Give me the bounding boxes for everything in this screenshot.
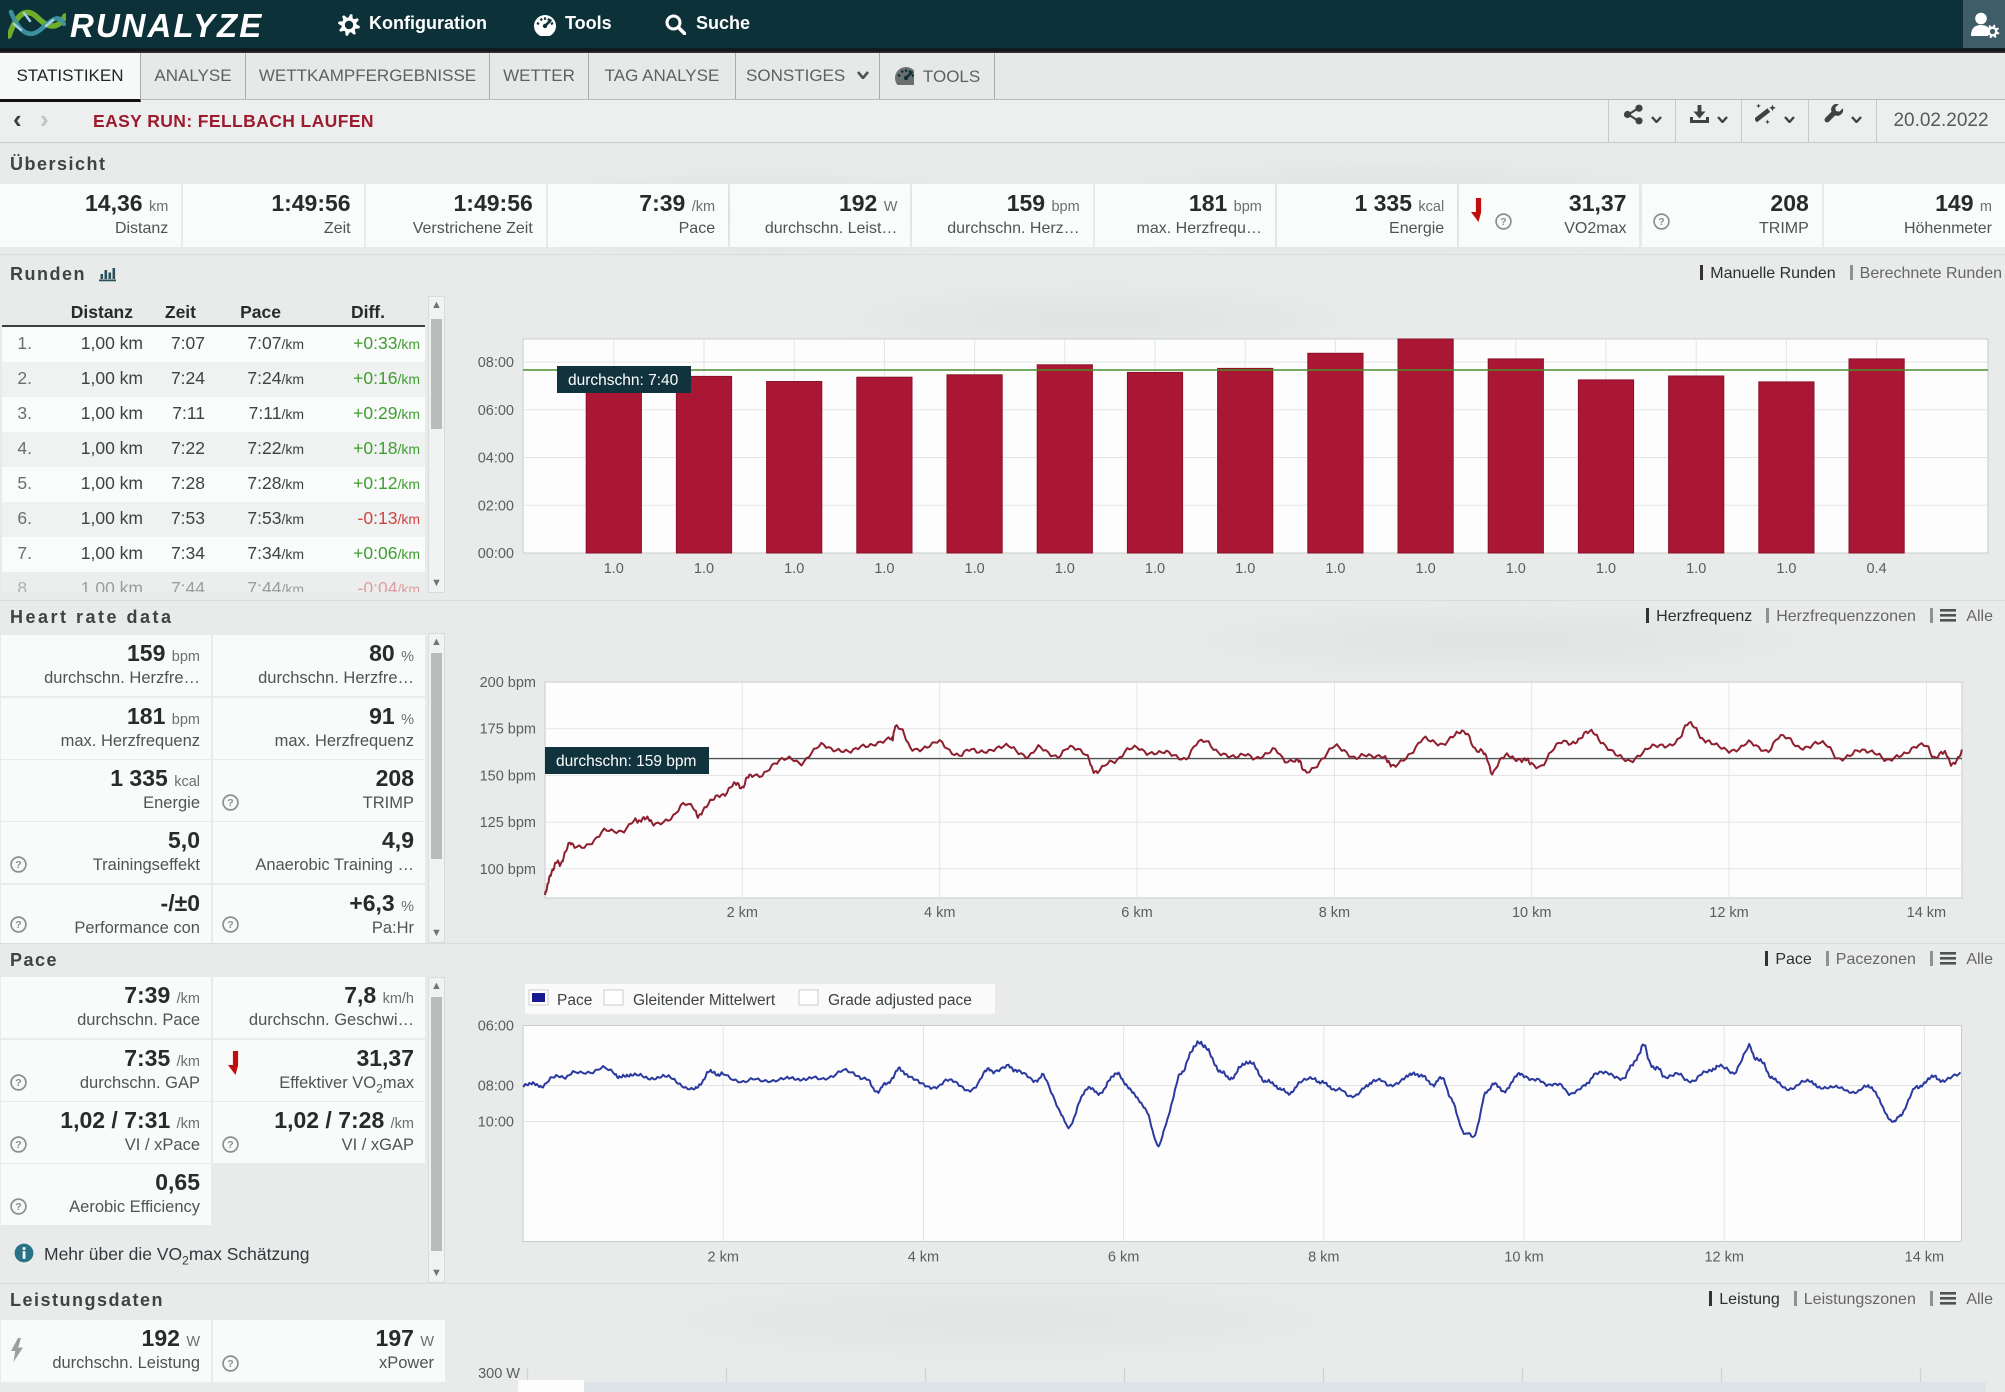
svg-text:6 km: 6 km (1121, 905, 1152, 921)
svg-text:1.0: 1.0 (1686, 561, 1706, 577)
svg-text:?: ? (227, 919, 233, 931)
svg-text:?: ? (1500, 216, 1506, 228)
svg-text:8 km: 8 km (1319, 905, 1350, 921)
svg-text:2 km: 2 km (727, 905, 758, 921)
svg-text:10:00: 10:00 (478, 1115, 514, 1131)
svg-text:?: ? (227, 1139, 233, 1151)
svg-text:?: ? (227, 1358, 233, 1370)
svg-text:?: ? (15, 919, 21, 931)
svg-text:durchschn: 159 bpm: durchschn: 159 bpm (556, 753, 696, 770)
svg-text:?: ? (15, 1139, 21, 1151)
svg-text:0.4: 0.4 (1867, 561, 1887, 577)
svg-text:Grade adjusted pace: Grade adjusted pace (828, 992, 972, 1009)
svg-text:125 bpm: 125 bpm (480, 815, 536, 831)
svg-text:?: ? (227, 797, 233, 809)
svg-text:1.0: 1.0 (694, 561, 714, 577)
svg-text:06:00: 06:00 (478, 403, 514, 419)
svg-text:1.0: 1.0 (874, 561, 894, 577)
svg-text:10 km: 10 km (1512, 905, 1552, 921)
svg-text:175 bpm: 175 bpm (480, 722, 536, 738)
svg-text:100 bpm: 100 bpm (480, 862, 536, 878)
svg-text:08:00: 08:00 (478, 355, 514, 371)
svg-text:14 km: 14 km (1905, 1250, 1945, 1266)
svg-text:4 km: 4 km (924, 905, 955, 921)
svg-text:6 km: 6 km (1108, 1250, 1139, 1266)
svg-text:1.0: 1.0 (1055, 561, 1075, 577)
svg-text:1.0: 1.0 (1325, 561, 1345, 577)
svg-text:00:00: 00:00 (478, 546, 514, 562)
svg-text:1.0: 1.0 (1506, 561, 1526, 577)
svg-text:?: ? (15, 1077, 21, 1089)
svg-text:1.0: 1.0 (784, 561, 804, 577)
svg-text:06:00: 06:00 (478, 1019, 514, 1035)
svg-text:durchschn: 7:40: durchschn: 7:40 (568, 372, 679, 389)
svg-text:10 km: 10 km (1504, 1250, 1544, 1266)
svg-text:300 W: 300 W (478, 1366, 520, 1382)
svg-text:?: ? (15, 859, 21, 871)
svg-text:1.0: 1.0 (965, 561, 985, 577)
svg-text:200 bpm: 200 bpm (480, 675, 536, 691)
svg-text:12 km: 12 km (1704, 1250, 1744, 1266)
svg-text:2 km: 2 km (707, 1250, 738, 1266)
svg-text:1.0: 1.0 (1235, 561, 1255, 577)
svg-text:08:00: 08:00 (478, 1079, 514, 1095)
svg-text:12 km: 12 km (1709, 905, 1749, 921)
svg-text:Gleitender Mittelwert: Gleitender Mittelwert (633, 992, 776, 1009)
svg-text:02:00: 02:00 (478, 498, 514, 514)
svg-text:4 km: 4 km (908, 1250, 939, 1266)
svg-text:150 bpm: 150 bpm (480, 768, 536, 784)
svg-text:Pace: Pace (557, 992, 592, 1009)
svg-text:14 km: 14 km (1907, 905, 1947, 921)
svg-text:1.0: 1.0 (1145, 561, 1165, 577)
svg-text:?: ? (1658, 216, 1664, 228)
svg-text:?: ? (15, 1201, 21, 1213)
svg-text:8 km: 8 km (1308, 1250, 1339, 1266)
svg-text:1.0: 1.0 (604, 561, 624, 577)
svg-text:1.0: 1.0 (1776, 561, 1796, 577)
svg-text:1.0: 1.0 (1596, 561, 1616, 577)
svg-text:04:00: 04:00 (478, 451, 514, 467)
svg-text:1.0: 1.0 (1416, 561, 1436, 577)
